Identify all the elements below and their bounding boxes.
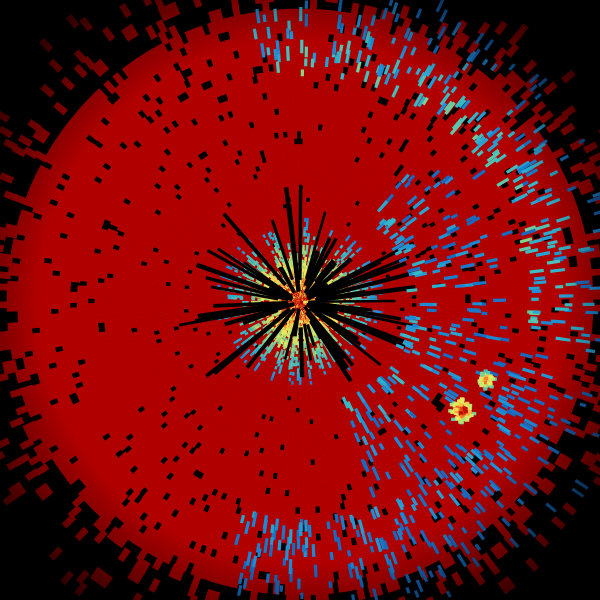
heatmap-visualization: Radial Starburst Heatmap False-color ast… [0, 0, 600, 600]
heatmap-canvas [0, 0, 600, 600]
